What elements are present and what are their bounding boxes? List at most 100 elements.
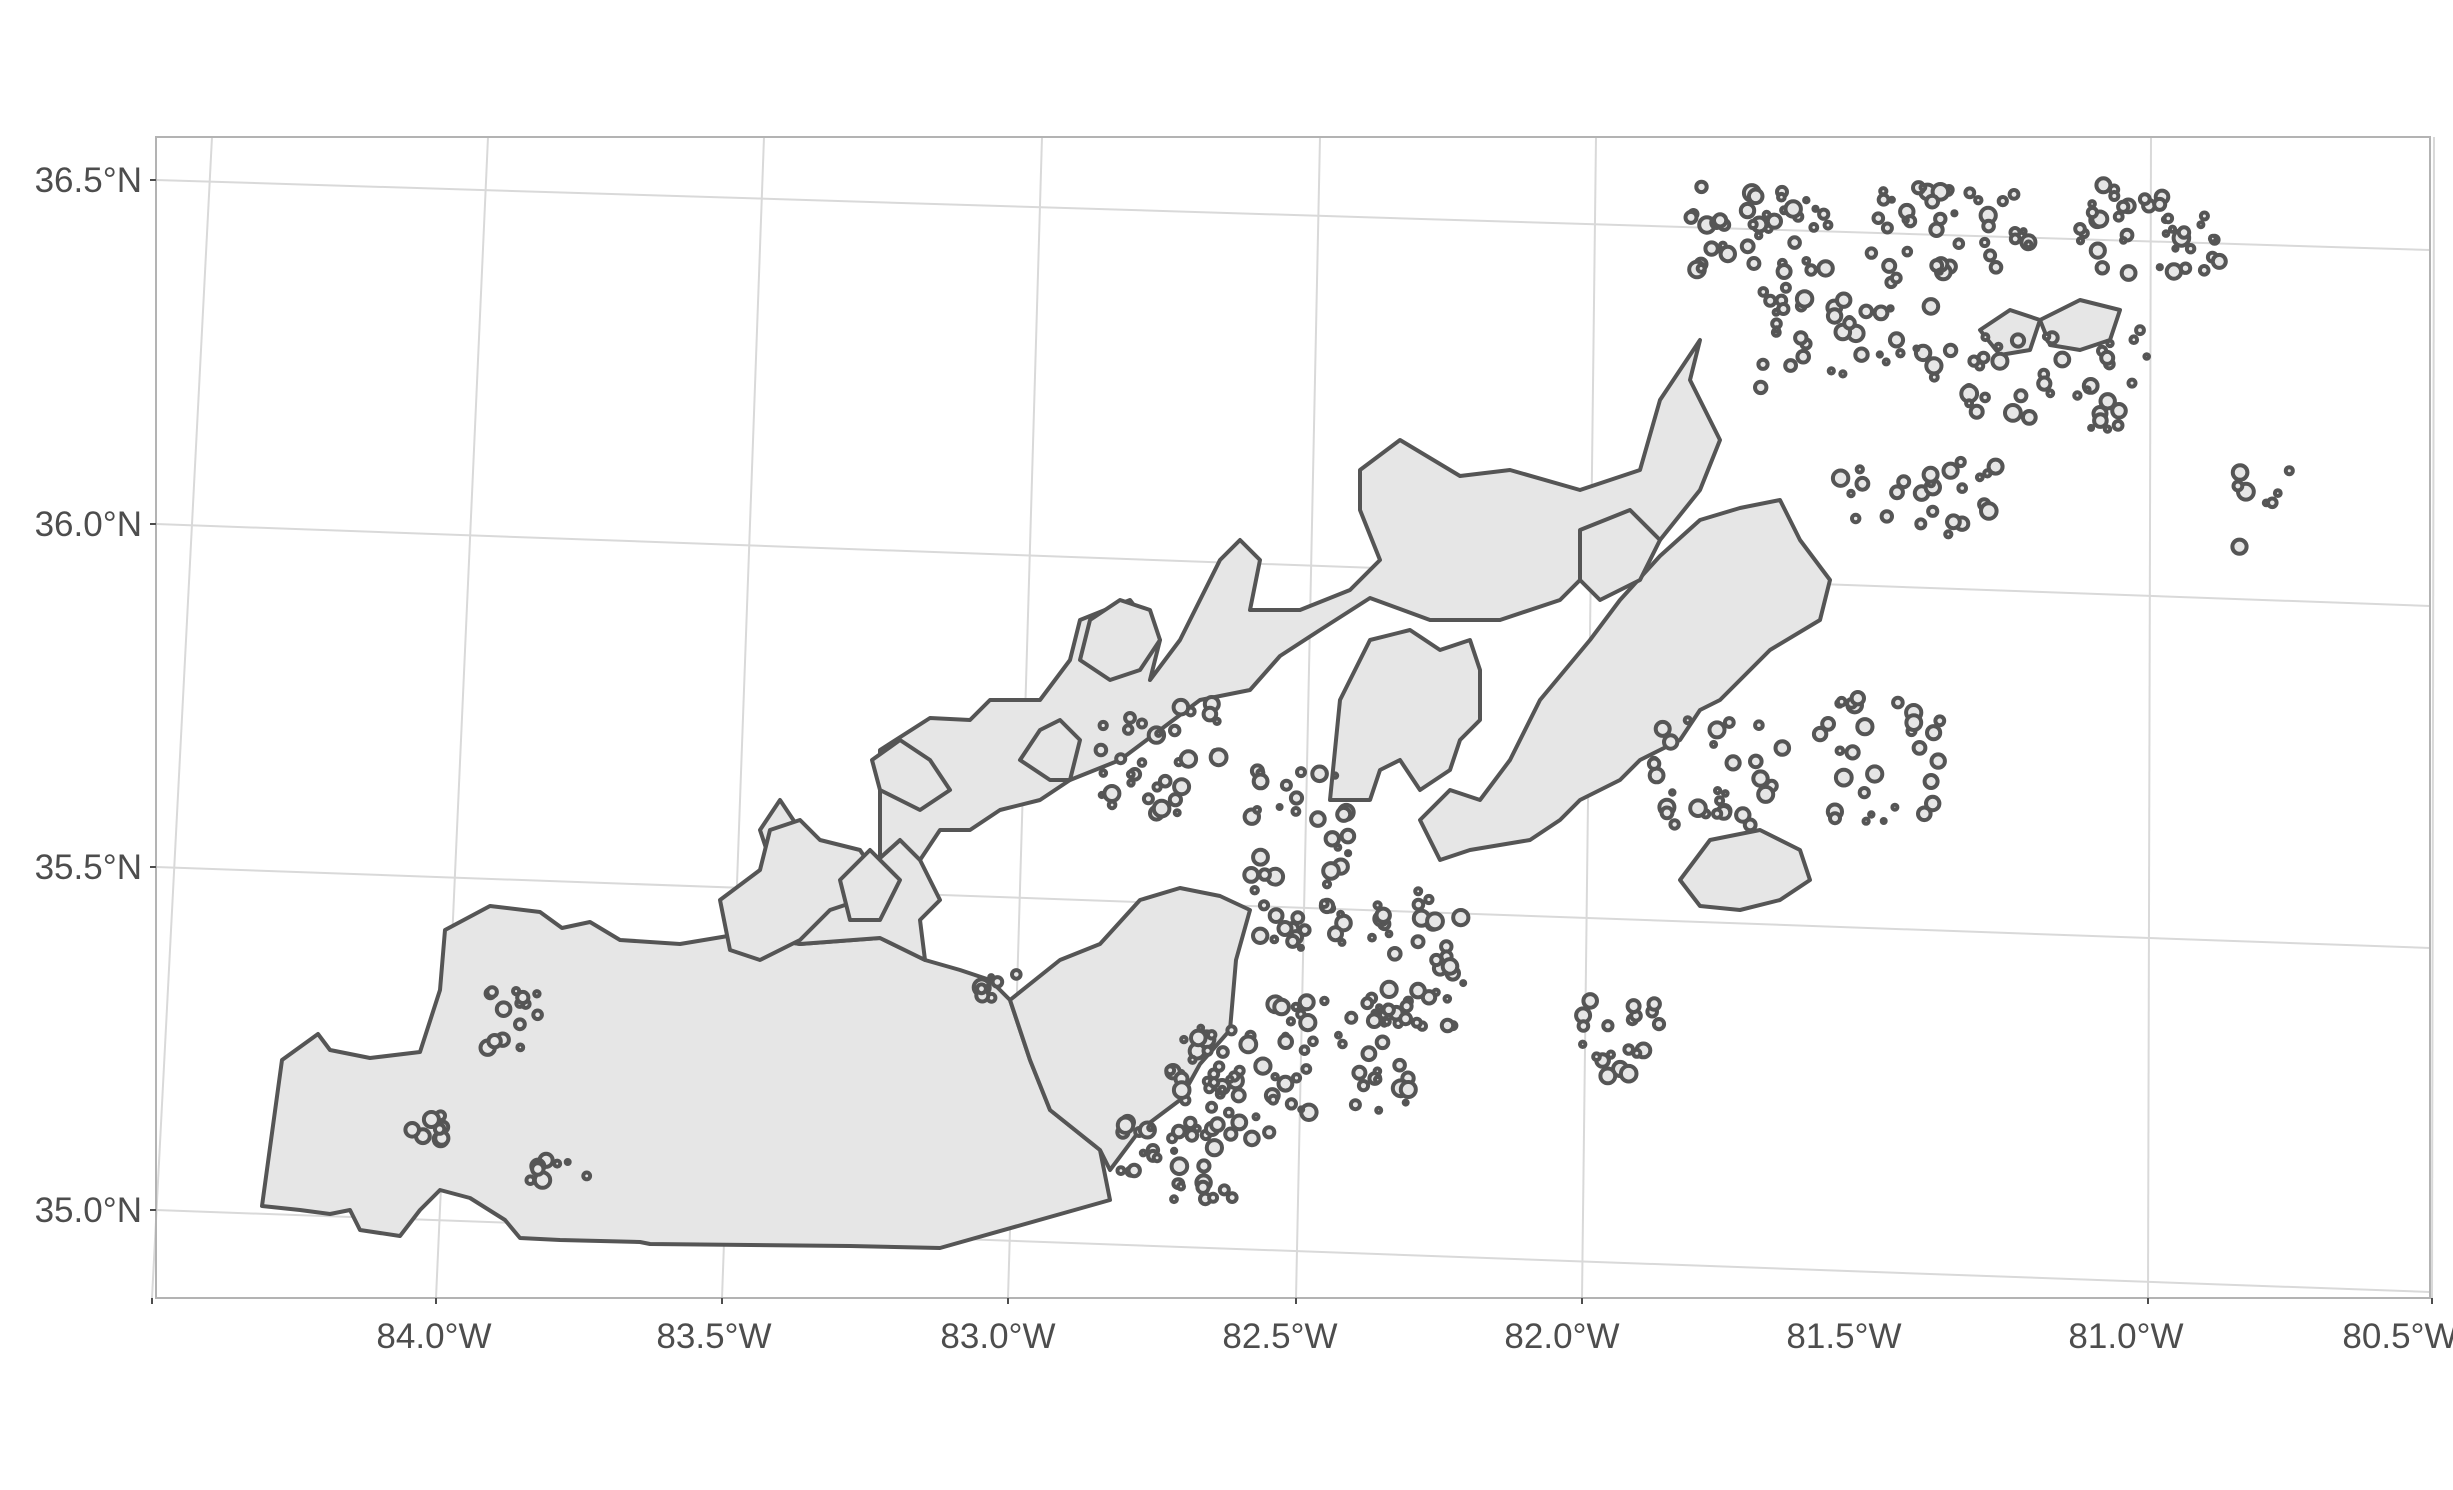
patch-162: [1776, 302, 1791, 316]
patch-297: [1298, 923, 1312, 937]
patch-371: [1337, 1038, 1348, 1050]
patch-324: [1367, 932, 1377, 943]
patch-562: [513, 1017, 527, 1032]
patch-211: [1974, 472, 1985, 483]
patch-486: [1668, 788, 1677, 797]
patch-447: [1223, 1126, 1239, 1142]
patch-25: [1816, 259, 1835, 278]
patch-116: [2162, 212, 2175, 225]
patch-477: [1662, 733, 1680, 751]
patch-48: [1979, 236, 1991, 249]
patch-527: [1904, 713, 1924, 732]
patch-252: [1172, 777, 1192, 797]
polygon-central-east: [1328, 628, 1482, 802]
patch-67: [1950, 209, 1959, 218]
y-tick-label-2: 35.5°N: [35, 848, 142, 887]
patch-428: [1262, 1125, 1277, 1140]
patch-174: [2083, 385, 2092, 394]
patch-184: [2111, 419, 2125, 432]
patch-201: [1964, 398, 1975, 409]
patch-466: [1225, 1191, 1239, 1204]
patch-191: [2092, 412, 2109, 429]
patch-523: [1890, 802, 1900, 812]
patch-245: [1125, 769, 1136, 780]
patch-192: [2020, 409, 2038, 426]
patch-105: [2116, 199, 2131, 214]
patch-476: [1734, 806, 1752, 824]
patch-261: [1167, 792, 1184, 808]
patch-218: [1850, 512, 1862, 525]
patch-46: [1864, 246, 1879, 260]
patch-207: [1854, 464, 1865, 475]
patch-403: [1164, 1064, 1177, 1077]
patch-258: [1123, 711, 1137, 725]
patch-32: [1746, 256, 1762, 271]
patch-104: [2137, 192, 2152, 207]
patch-140: [1924, 356, 1944, 376]
patch-420: [1179, 1034, 1189, 1045]
patch-594: [2230, 463, 2250, 482]
patch-114: [2155, 263, 2164, 272]
patch-480: [1748, 753, 1764, 770]
patch-64: [1871, 211, 1886, 225]
patch-522: [1911, 740, 1928, 756]
parallel-35.0: [155, 1209, 2431, 1293]
patch-560: [515, 1042, 526, 1053]
polygon-west-small-1: [870, 738, 952, 812]
patch-251: [1171, 697, 1191, 717]
patch-113: [2210, 252, 2228, 270]
patch-74: [1876, 192, 1891, 207]
patch-212: [1986, 457, 2005, 476]
patch-414: [1243, 1129, 1261, 1148]
patch-280: [1252, 805, 1262, 815]
patch-457: [1115, 1165, 1127, 1176]
patch-270: [1257, 899, 1271, 912]
parallel-36.5: [155, 179, 2431, 251]
patch-22: [1747, 218, 1759, 231]
patch-465: [1176, 1181, 1186, 1192]
patch-109: [2075, 236, 2086, 246]
meridian-80.5: [2431, 136, 2435, 1299]
meridian-81.0: [2147, 136, 2152, 1299]
patch-435: [1169, 1194, 1179, 1205]
patch-475: [1668, 818, 1681, 831]
patch-430: [1225, 1074, 1235, 1085]
patch-164: [1928, 371, 1940, 383]
patch-468: [1196, 1158, 1212, 1174]
patch-409: [1187, 1054, 1198, 1065]
patch-288: [1330, 771, 1340, 780]
patch-378: [1285, 1016, 1297, 1027]
patch-185: [2045, 388, 2056, 399]
patch-487: [1721, 789, 1730, 798]
patch-534: [1605, 1049, 1617, 1060]
patch-394: [1297, 993, 1316, 1012]
patch-153: [1912, 344, 1921, 353]
patch-136: [1886, 304, 1895, 313]
patch-37: [1802, 196, 1811, 205]
patch-498: [1742, 817, 1758, 833]
patch-158: [1772, 325, 1781, 334]
patch-585: [1010, 968, 1023, 981]
patch-467: [1138, 1148, 1148, 1158]
patch-388: [1344, 1010, 1359, 1025]
patch-345: [1439, 1017, 1456, 1034]
patch-299: [1242, 866, 1261, 884]
patch-373: [1351, 1064, 1368, 1081]
patch-268: [1290, 806, 1302, 817]
patch-139: [1881, 357, 1891, 367]
patch-348: [1440, 957, 1460, 976]
patch-17: [1776, 191, 1787, 203]
patch-100: [2198, 210, 2210, 222]
patch-237: [1097, 790, 1106, 800]
patch-128: [1835, 291, 1853, 309]
patch-99: [2196, 220, 2206, 230]
patch-293: [1267, 907, 1285, 924]
patch-15: [1808, 222, 1820, 233]
y-axis: 36.5°N 36.0°N 35.5°N 35.0°N: [35, 161, 156, 1230]
patch-167: [1990, 351, 2010, 371]
patch-282: [1310, 764, 1329, 784]
patch-318: [1399, 999, 1414, 1014]
patch-294: [1337, 937, 1347, 947]
patch-300: [1336, 909, 1345, 919]
patch-426: [1201, 1044, 1214, 1057]
